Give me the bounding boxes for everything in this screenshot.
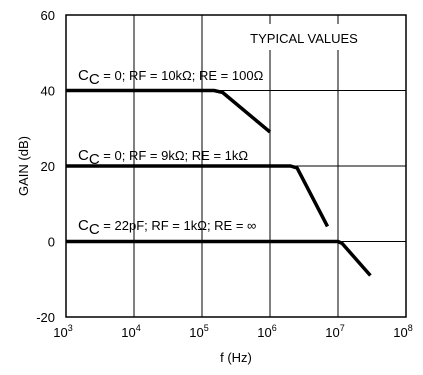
typical-values-label: TYPICAL VALUES xyxy=(250,31,358,46)
x-tick-label: 105 xyxy=(189,323,208,340)
x-tick-label: 108 xyxy=(393,323,412,340)
series-line-2 xyxy=(66,164,330,228)
series-label-3: CC = 22pF; RF = 1kΩ; RE = ∞ xyxy=(78,217,256,238)
y-tick-label: 20 xyxy=(41,159,55,174)
x-tick-label: 103 xyxy=(53,323,72,340)
typical-values-box-bg xyxy=(228,24,380,50)
x-tick-labels: 103 104 105 106 107 108 xyxy=(53,323,412,340)
y-axis-label: GAIN (dB) xyxy=(16,136,31,196)
y-tick-label: 40 xyxy=(41,84,55,99)
x-tick-label: 104 xyxy=(121,323,140,340)
y-tick-labels: -20 0 20 40 60 xyxy=(36,8,55,325)
x-axis-label: f (Hz) xyxy=(220,350,252,365)
series-lines xyxy=(66,88,372,277)
x-tick-label: 107 xyxy=(325,323,344,340)
y-tick-label: -20 xyxy=(36,310,55,325)
series-line-1 xyxy=(66,88,272,134)
series-labels: CC = 0; RF = 10kΩ; RE = 100Ω CC = 0; RF =… xyxy=(78,67,264,238)
series-label-1: CC = 0; RF = 10kΩ; RE = 100Ω xyxy=(78,67,264,88)
series-line-3 xyxy=(66,239,372,277)
x-tick-label: 106 xyxy=(257,323,276,340)
series-label-2: CC = 0; RF = 9kΩ; RE = 1kΩ xyxy=(78,147,248,168)
y-tick-label: 60 xyxy=(41,8,55,23)
y-tick-label: 0 xyxy=(48,235,55,250)
